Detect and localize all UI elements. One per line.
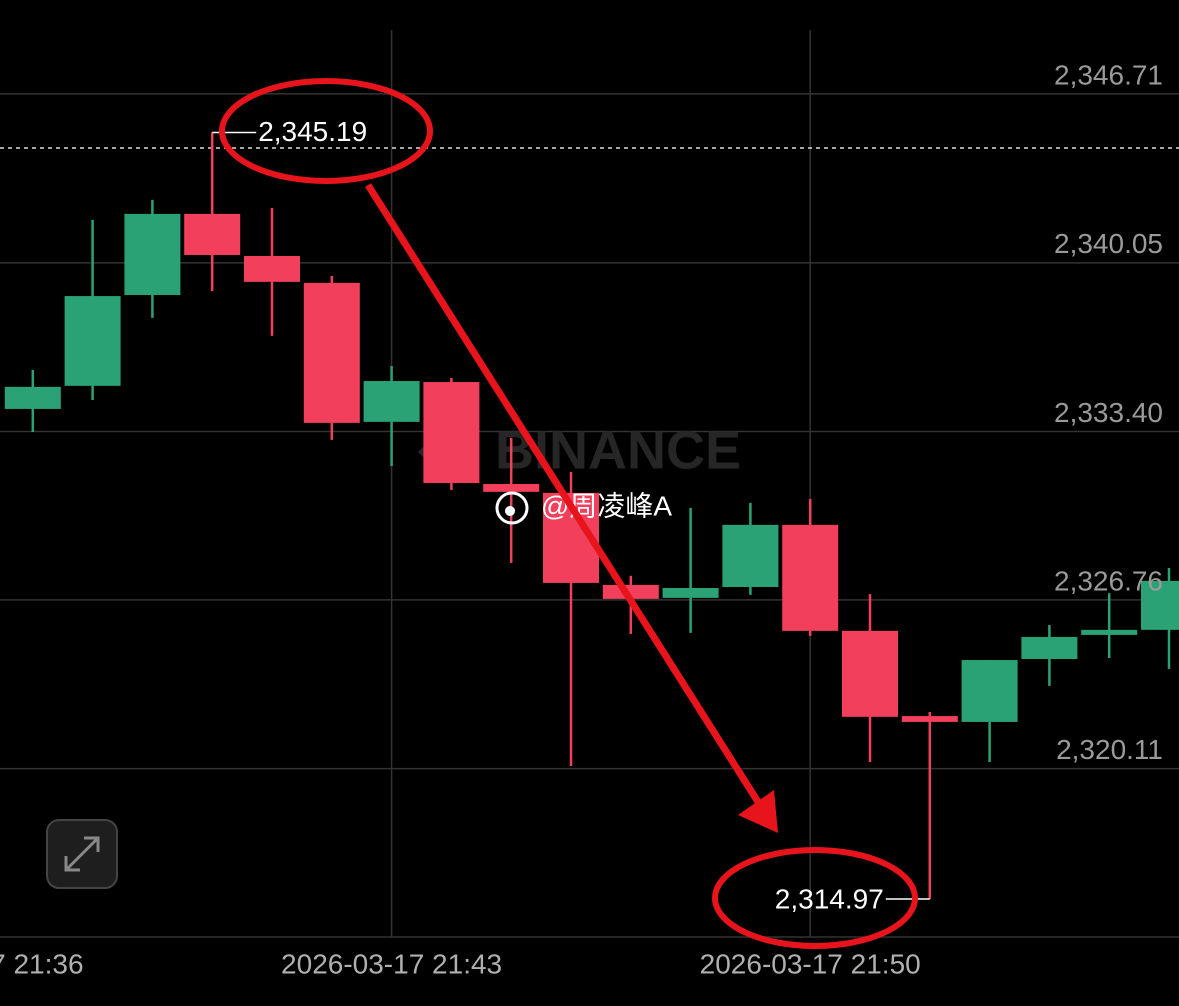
candle-body — [1021, 636, 1078, 660]
expand-icon — [64, 836, 100, 872]
candle-body — [842, 630, 898, 717]
candle-body — [64, 296, 121, 386]
candle-body — [244, 255, 300, 282]
candles — [4, 132, 1179, 899]
expand-button[interactable] — [46, 819, 118, 889]
candle-body — [4, 386, 61, 409]
candle-body — [363, 381, 420, 422]
candle-body — [303, 282, 360, 423]
candle-body — [961, 660, 1018, 722]
highlight-ellipse — [219, 78, 433, 184]
candle-body — [662, 587, 719, 598]
candle-body — [901, 716, 958, 722]
x-tick-label: 2026-03-17 21:36 — [0, 948, 84, 979]
annotation-label: 2,345.19 — [258, 116, 367, 147]
candle-body — [722, 524, 779, 587]
highlight-ellipse — [712, 847, 918, 949]
y-tick-label: 2,340.05 — [1054, 228, 1163, 259]
candle-body — [184, 213, 241, 255]
x-tick-label: 2026-03-17 21:50 — [700, 948, 921, 979]
candle-body — [483, 484, 540, 492]
weibo-icon-dot — [505, 506, 515, 516]
arrow-shaft — [365, 183, 763, 807]
red-markup — [219, 78, 918, 949]
y-tick-label: 2,346.71 — [1054, 59, 1163, 90]
y-tick-label: 2,326.76 — [1054, 565, 1163, 596]
y-tick-label: 2,333.40 — [1054, 397, 1163, 428]
weibo-icon — [495, 491, 529, 525]
grid — [0, 30, 1179, 938]
candle-body — [1081, 629, 1138, 635]
candle-body — [1141, 580, 1179, 630]
candle-body — [782, 524, 839, 631]
candle-body — [602, 584, 659, 599]
x-tick-label: 2026-03-17 21:43 — [281, 948, 502, 979]
candle-body — [423, 382, 480, 483]
y-tick-label: 2,320.11 — [1056, 734, 1163, 765]
candle-body — [124, 213, 181, 296]
annotation-label: 2,314.97 — [775, 883, 884, 914]
annotations: 2,345.19 2,314.97 — [212, 116, 930, 914]
arrow-head — [738, 790, 778, 833]
